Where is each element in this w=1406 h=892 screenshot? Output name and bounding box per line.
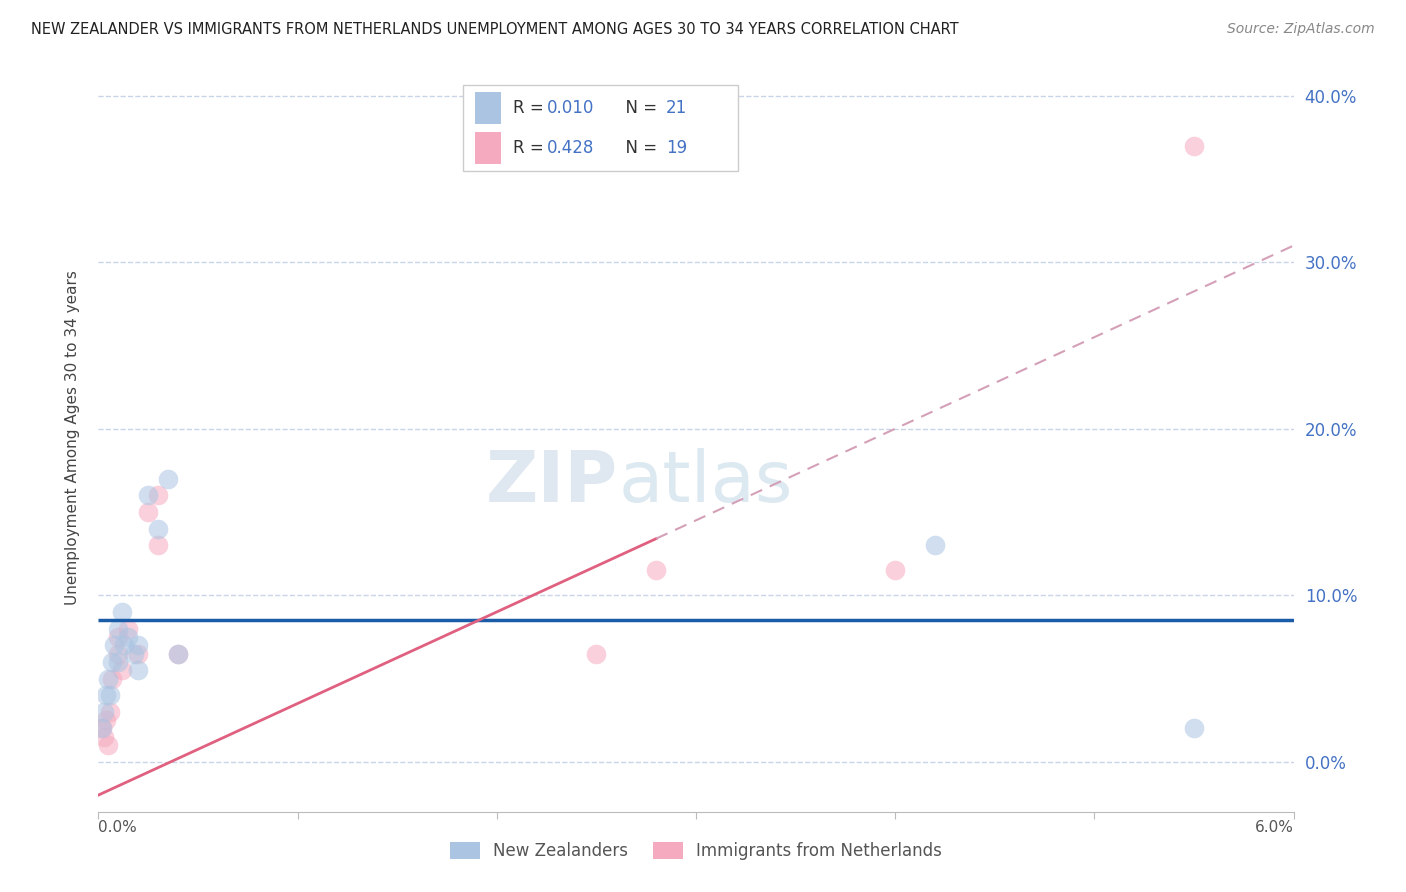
Point <box>127 663 149 677</box>
Point <box>93 730 115 744</box>
Text: Source: ZipAtlas.com: Source: ZipAtlas.com <box>1227 22 1375 37</box>
Point <box>111 605 134 619</box>
Point <box>91 722 114 736</box>
Point <box>167 647 190 661</box>
Text: R =: R = <box>513 99 550 117</box>
Point <box>98 705 122 719</box>
Text: N =: N = <box>614 99 662 117</box>
Point <box>107 622 129 636</box>
Point <box>98 688 122 702</box>
Text: atlas: atlas <box>619 448 793 516</box>
Point <box>127 638 149 652</box>
Text: 6.0%: 6.0% <box>1254 820 1294 835</box>
Point <box>136 488 159 502</box>
Point <box>645 563 668 577</box>
Bar <box>475 132 501 163</box>
Point <box>96 713 118 727</box>
Point <box>101 672 124 686</box>
Point <box>107 655 129 669</box>
Legend: New Zealanders, Immigrants from Netherlands: New Zealanders, Immigrants from Netherla… <box>443 836 949 867</box>
Point <box>117 630 139 644</box>
Point <box>97 672 120 686</box>
Point <box>112 638 135 652</box>
Point <box>107 647 129 661</box>
Point <box>136 505 159 519</box>
Point <box>148 538 170 552</box>
Point <box>97 738 120 752</box>
Point <box>117 622 139 636</box>
Point <box>1182 138 1205 153</box>
Y-axis label: Unemployment Among Ages 30 to 34 years: Unemployment Among Ages 30 to 34 years <box>65 269 80 605</box>
Point <box>884 563 907 577</box>
Text: R =: R = <box>513 139 550 157</box>
Text: N =: N = <box>614 139 662 157</box>
Point <box>167 647 190 661</box>
Point <box>148 488 170 502</box>
Point <box>96 688 118 702</box>
FancyBboxPatch shape <box>463 85 738 171</box>
Point <box>127 647 149 661</box>
Text: NEW ZEALANDER VS IMMIGRANTS FROM NETHERLANDS UNEMPLOYMENT AMONG AGES 30 TO 34 YE: NEW ZEALANDER VS IMMIGRANTS FROM NETHERL… <box>31 22 959 37</box>
Text: 0.010: 0.010 <box>547 99 593 117</box>
Text: 21: 21 <box>666 99 688 117</box>
Point <box>101 655 124 669</box>
Point <box>111 663 134 677</box>
Point <box>585 647 607 661</box>
Text: 0.0%: 0.0% <box>98 820 138 835</box>
Bar <box>475 93 501 124</box>
Point <box>91 722 114 736</box>
Point <box>93 705 115 719</box>
Point <box>124 647 146 661</box>
Point <box>1182 722 1205 736</box>
Point <box>924 538 946 552</box>
Text: 19: 19 <box>666 139 688 157</box>
Point <box>103 638 125 652</box>
Point <box>107 630 129 644</box>
Text: ZIP: ZIP <box>486 448 619 516</box>
Point <box>148 522 170 536</box>
Text: 0.428: 0.428 <box>547 139 593 157</box>
Point <box>157 472 180 486</box>
